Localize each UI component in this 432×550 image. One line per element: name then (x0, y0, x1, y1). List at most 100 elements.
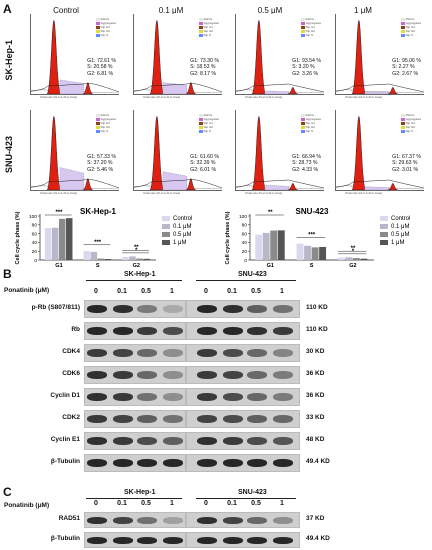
protein-band (113, 437, 133, 445)
protein-band (113, 415, 133, 423)
molecular-weight-label: 36 KD (306, 370, 325, 377)
phase-stats: G1: 67.37 % S: 29.63 % G2: 3.01 % (392, 154, 421, 173)
molecular-weight-label: 110 KD (306, 326, 328, 333)
blot-strip (84, 300, 186, 318)
legend-label: Dip G1 (405, 25, 415, 29)
legend-swatch (400, 121, 405, 125)
phase-stats: G1: 57.33 % S: 37.20 % G2: 5.46 % (87, 154, 116, 173)
bar (277, 230, 285, 260)
legend-label: Dip G1 (100, 25, 110, 29)
protein-band (163, 349, 183, 357)
bar (51, 227, 59, 260)
molecular-weight-label: 36 KD (306, 392, 325, 399)
legend-swatch (300, 129, 305, 133)
phase-stat-line: S: 18.53 % (190, 64, 216, 71)
blot-strip (186, 388, 300, 406)
blot-b-bracket-snu (196, 280, 296, 281)
x-tick-label: G2 (349, 263, 356, 269)
legend-label: Debris (305, 17, 315, 21)
legend-label: Dip G1 (203, 25, 213, 29)
molecular-weight-label: 49.4 KD (306, 458, 330, 465)
legend-swatch (300, 21, 305, 25)
legend-swatch (380, 216, 388, 221)
dose-label: 0 (94, 500, 98, 507)
legend-swatch (400, 25, 405, 29)
blot-strip (186, 432, 300, 450)
protein-band (197, 516, 217, 524)
protein-band (137, 415, 157, 423)
legend-label: Aggregates (100, 21, 116, 25)
protein-label: CDK6 (62, 370, 80, 377)
bar (360, 258, 368, 260)
legend-swatch (162, 232, 170, 237)
blot-c-bracket-sk (86, 498, 182, 499)
protein-band (163, 393, 183, 401)
chart-title: SNU-423 (296, 208, 329, 216)
protein-band (247, 349, 267, 357)
legend-swatch (300, 125, 305, 129)
dose-label: 0.1 (117, 500, 127, 507)
dose-label: 0.1 (117, 288, 127, 295)
dose-label: 1 (280, 288, 284, 295)
protein-band (223, 327, 243, 335)
y-tick-label: 100 (29, 214, 37, 220)
bar (66, 218, 73, 260)
legend-label: Debris (203, 113, 213, 117)
blot-strip (186, 344, 300, 362)
bar (90, 251, 98, 260)
protein-band (273, 371, 293, 379)
legend-swatch (198, 25, 203, 29)
y-tick-label: 80 (32, 223, 38, 229)
significance-mark: * (352, 249, 355, 255)
blot-b-bracket-sk (86, 280, 182, 281)
dose-label: 0.5 (251, 288, 261, 295)
histogram-x-label: Channels (FL2-A-FL2-Area) (40, 191, 78, 195)
dose-label: 0.1 (227, 500, 237, 507)
phase-stat-line: S: 20.58 % (87, 64, 113, 71)
phase-stat-line: G2: 8.17 % (190, 70, 217, 77)
bar (104, 259, 112, 260)
phase-stat-line: G2: 6.01 % (190, 166, 217, 173)
blot-strip (84, 366, 186, 384)
bar (44, 228, 52, 260)
legend-label: 0.5 μM (391, 232, 409, 238)
blot-strip (84, 344, 186, 362)
legend-swatch (400, 17, 405, 21)
protein-band (197, 327, 217, 335)
x-tick-label: G2 (133, 263, 140, 269)
molecular-weight-label: 37 KD (306, 515, 325, 522)
protein-band (163, 437, 183, 445)
dose-label: 1 (280, 500, 284, 507)
legend-label: 1 μM (391, 240, 404, 246)
legend-label: 0.5 μM (173, 232, 191, 238)
protein-band (87, 437, 107, 445)
legend-swatch (380, 232, 388, 237)
legend-label: 0.1 μM (173, 224, 191, 230)
blot-strip (186, 512, 300, 528)
histogram-legend: Debris Aggregates Dip G1 Dip G2 Dip S (95, 113, 116, 133)
legend-swatch (400, 125, 405, 129)
legend-label: Debris (405, 113, 415, 117)
histogram-x-label: Channels (FL2-A-FL2-Area) (40, 95, 78, 99)
row-label-sk-hep-1: SK-Hep-1 (4, 40, 14, 81)
histogram-x-label: Channels (FL2-A-FL2-Area) (345, 191, 383, 195)
protein-band (247, 371, 267, 379)
protein-band (113, 349, 133, 357)
protein-band (137, 437, 157, 445)
blot-strip (84, 410, 186, 428)
panel-letter-a: A (3, 2, 12, 16)
protein-band (223, 371, 243, 379)
legend-label: Aggregates (100, 117, 116, 121)
bar (143, 258, 150, 260)
legend-label: Dip S (405, 129, 413, 133)
legend-swatch (162, 224, 170, 229)
legend-swatch (95, 129, 100, 133)
molecular-weight-label: 33 KD (306, 414, 325, 421)
protein-label: Cyclin E1 (50, 436, 80, 443)
bar (311, 247, 319, 260)
legend-label: Debris (305, 113, 315, 117)
protein-label: β-Tubulin (50, 535, 80, 542)
phase-stat-line: S: 32.39 % (190, 160, 216, 167)
protein-band (247, 305, 267, 313)
phase-stat-line: S: 37.20 % (87, 160, 113, 167)
